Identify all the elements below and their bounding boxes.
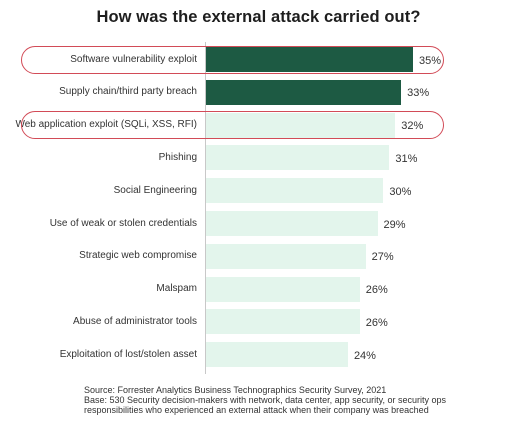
footnote-source: Source: Forrester Analytics Business Tec… bbox=[84, 385, 387, 395]
category-axis-line bbox=[205, 42, 206, 374]
category-label: Social Engineering bbox=[113, 184, 197, 196]
category-label: Malspam bbox=[156, 283, 197, 295]
bar bbox=[206, 342, 348, 368]
bar bbox=[206, 79, 402, 105]
category-label: Phishing bbox=[158, 151, 197, 163]
footnote-base-line2: responsibilities who experienced an exte… bbox=[84, 405, 429, 415]
highlight-outline bbox=[21, 45, 444, 74]
category-label: Strategic web compromise bbox=[79, 250, 197, 262]
bar bbox=[206, 211, 378, 236]
value-label: 24% bbox=[353, 349, 376, 362]
category-label: Supply chain/third party breach bbox=[59, 86, 197, 98]
category-label: Web application exploit (SQLi, XSS, RFI) bbox=[15, 119, 197, 131]
value-label: 33% bbox=[407, 87, 430, 100]
bar bbox=[206, 145, 390, 171]
bar bbox=[206, 47, 413, 72]
value-label: 26% bbox=[365, 284, 388, 297]
bar bbox=[206, 243, 366, 269]
footnote-base-line1: Base: 530 Security decision-makers with … bbox=[84, 395, 446, 405]
bar bbox=[206, 178, 384, 204]
chart-title: How was the external attack carried out? bbox=[96, 8, 421, 26]
bar bbox=[206, 276, 360, 302]
value-label: 26% bbox=[365, 316, 388, 329]
bar bbox=[206, 309, 360, 335]
highlight-outline bbox=[21, 111, 444, 140]
value-label: 29% bbox=[383, 218, 406, 231]
value-label: 27% bbox=[371, 251, 394, 264]
category-label: Software vulnerability exploit bbox=[70, 53, 197, 65]
category-label: Abuse of administrator tools bbox=[73, 315, 197, 327]
category-label: Exploitation of lost/stolen asset bbox=[59, 348, 197, 360]
category-label: Use of weak or stolen credentials bbox=[49, 217, 197, 229]
value-label: 30% bbox=[389, 185, 412, 198]
bar bbox=[206, 112, 396, 138]
value-label: 31% bbox=[395, 152, 418, 165]
value-label: 32% bbox=[401, 120, 424, 133]
